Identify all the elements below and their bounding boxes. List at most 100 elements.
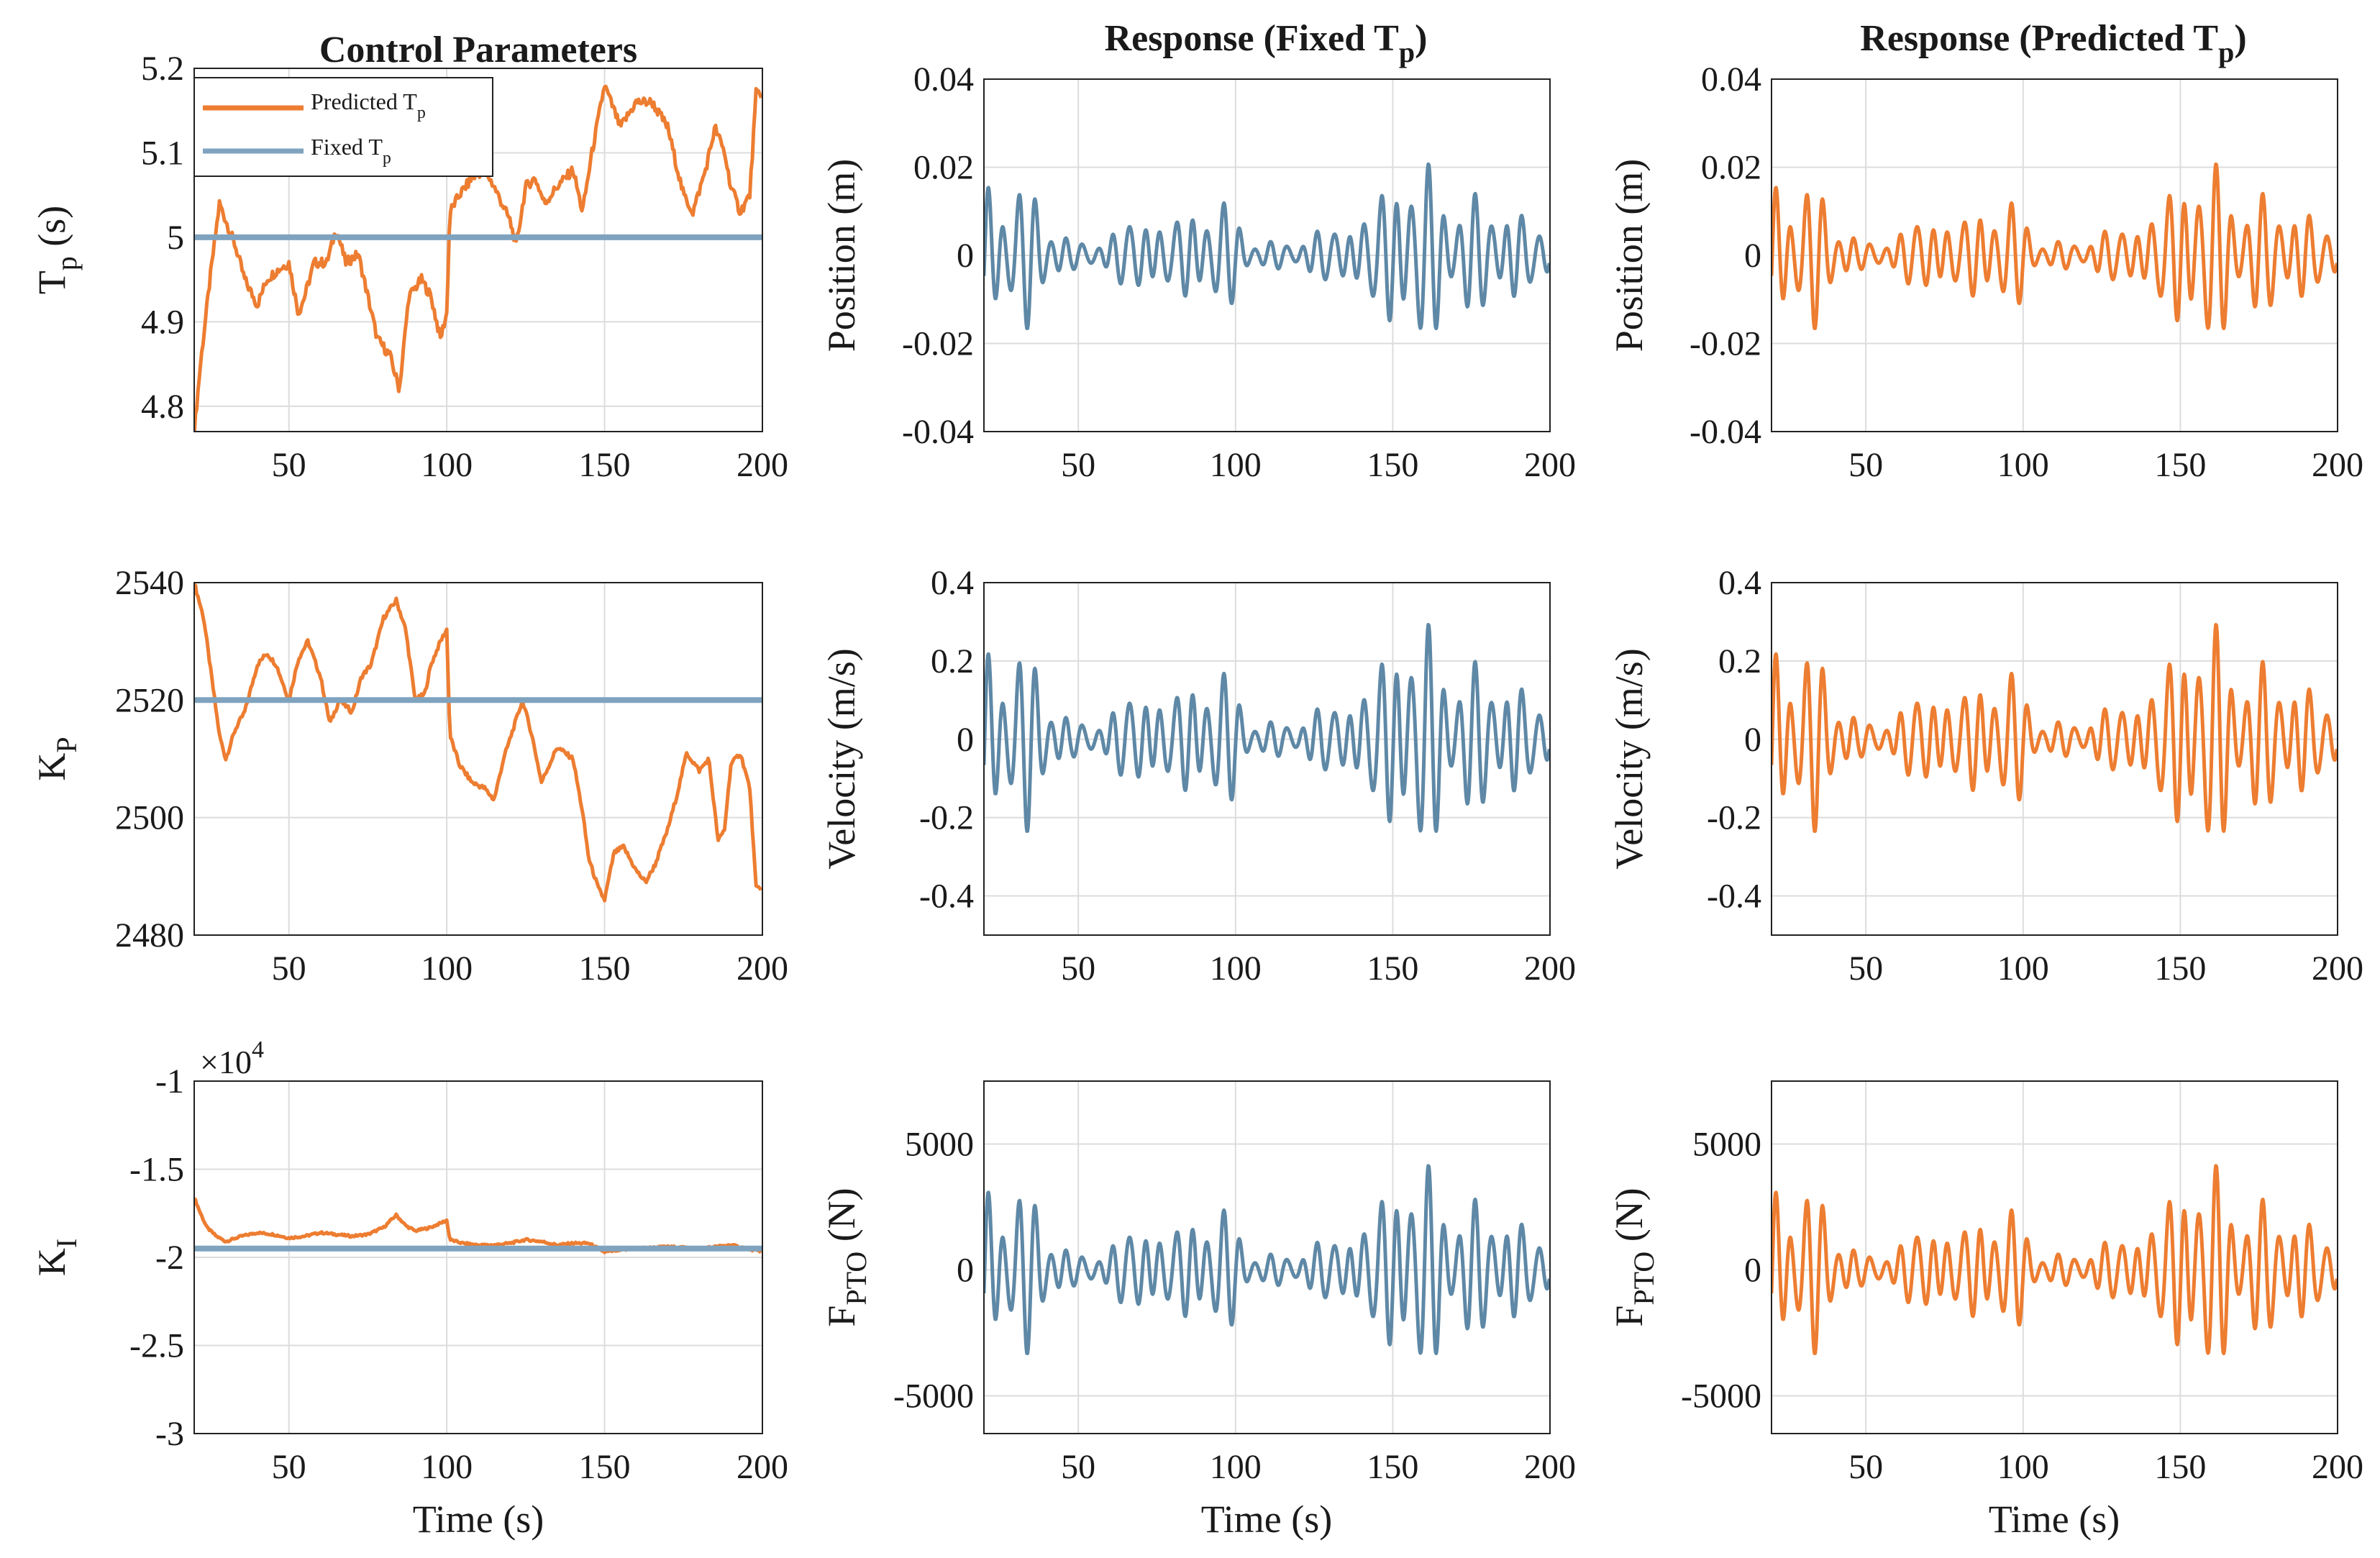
x-tick-label: 100 <box>421 949 473 988</box>
panel-kp: 50 100 150 200 2480 2500 2520 2540 KP <box>30 564 788 988</box>
x-tick-label: 150 <box>1367 949 1418 988</box>
xlabel-col1: Time (s) <box>1201 1498 1333 1541</box>
y-axis-label: FPTO (N) <box>1608 1188 1660 1326</box>
y-tick-label: 0.4 <box>1718 564 1761 602</box>
legend-predicted-sub: p <box>417 104 426 122</box>
y-tick-label: -0.4 <box>919 878 974 916</box>
legend-box <box>193 77 493 177</box>
y-tick-label: 2540 <box>115 564 184 602</box>
y-tick-label: 5 <box>167 219 184 257</box>
xlabel-col2: Time (s) <box>1989 1498 2120 1541</box>
axes-frame <box>193 1080 763 1434</box>
y-label-rest: (s) <box>30 206 73 256</box>
legend-fixed-label: Fixed Tp <box>311 134 391 168</box>
y-tick-label: 0.04 <box>1701 60 1761 99</box>
y-label-sub: P <box>50 737 83 752</box>
y-axis-label: Velocity (m/s) <box>1608 648 1651 869</box>
axes-frame <box>983 582 1551 936</box>
axes-frame <box>1771 582 2338 936</box>
y-label-main: F <box>1608 1306 1651 1327</box>
y-tick-label: -5000 <box>1681 1377 1761 1416</box>
x-tick-label: 200 <box>2312 949 2363 988</box>
title-response-fixed: Response (Fixed Tp) <box>1105 18 1428 68</box>
title-fixed-sub: p <box>1399 36 1415 68</box>
y-tick-label: 4.9 <box>141 303 184 341</box>
x-tick-label: 200 <box>737 1448 788 1486</box>
x-tick-label: 100 <box>421 446 473 484</box>
x-tick-label: 200 <box>2312 446 2363 484</box>
y-tick-label: 0 <box>1744 721 1761 759</box>
x-tick-label: 50 <box>272 949 306 988</box>
y-label-sub: PTO <box>840 1252 872 1306</box>
y-label-main: F <box>820 1306 863 1327</box>
series-line-f_pto <box>1772 1164 2338 1356</box>
y-label-main: Velocity (m/s) <box>1608 648 1651 869</box>
x-tick-label: 100 <box>1997 949 2049 988</box>
y-tick-label: -0.2 <box>1707 799 1761 837</box>
x-tick-label: 100 <box>421 1448 473 1486</box>
x-tick-label: 50 <box>1848 1448 1883 1486</box>
series-line-velocity <box>984 623 1550 833</box>
y-label-main: K <box>30 753 73 781</box>
title-pred-sub: p <box>2218 36 2234 68</box>
title-pred-end: ) <box>2234 18 2246 59</box>
panel-f-fixed: 50 100 150 200 -5000 0 5000 FPTO (N) <box>820 1080 1576 1486</box>
x-tick-label: 150 <box>2154 446 2206 484</box>
title-fixed-end: ) <box>1415 18 1427 59</box>
y-tick-label: 4.8 <box>141 388 184 426</box>
x-tick-label: 150 <box>1367 1448 1418 1486</box>
y-label-sub: p <box>50 256 83 270</box>
title-fixed-main: Response (Fixed T <box>1105 18 1399 59</box>
axes-frame <box>1771 1080 2338 1434</box>
y-tick-label: 0.02 <box>913 149 974 187</box>
x-tick-label: 150 <box>579 949 631 988</box>
x-tick-label: 200 <box>1524 446 1576 484</box>
y-tick-label: 0.04 <box>913 60 974 99</box>
panel-f-pred: 50 100 150 200 -5000 0 5000 FPTO (N) <box>1608 1080 2363 1486</box>
title-response-predicted: Response (Predicted Tp) <box>1860 18 2246 68</box>
y-tick-label: -1 <box>155 1062 184 1101</box>
x-tick-label: 50 <box>1061 1448 1095 1486</box>
y-tick-label: -0.04 <box>1690 413 1761 451</box>
y-tick-label: -3 <box>155 1415 184 1453</box>
y-tick-label: -2 <box>155 1239 184 1277</box>
x-tick-label: 50 <box>1848 949 1883 988</box>
x-tick-label: 150 <box>2154 949 2206 988</box>
x-tick-label: 200 <box>1524 1448 1576 1486</box>
y-axis-label: FPTO (N) <box>820 1188 872 1326</box>
y-tick-label: 5000 <box>1692 1126 1761 1164</box>
y-tick-label: 0 <box>957 237 974 275</box>
y-tick-label: 2520 <box>115 681 184 719</box>
y-tick-label: -2.5 <box>129 1327 184 1365</box>
x-tick-label: 50 <box>272 1448 306 1486</box>
series-line-f_pto <box>984 1164 1550 1356</box>
y-tick-label: 2500 <box>115 799 184 837</box>
y-tick-label: -0.04 <box>902 413 974 451</box>
y-label-main: T <box>30 270 73 294</box>
x-tick-label: 100 <box>1210 446 1262 484</box>
panel-pos-fixed: 50 100 150 200 -0.04 -0.02 0 0.02 0.04 Position (… <box>820 60 1576 484</box>
axes-frame <box>193 582 763 936</box>
y-tick-label: -1.5 <box>129 1151 184 1189</box>
x-tick-label: 150 <box>579 1448 631 1486</box>
x-tick-label: 50 <box>1061 446 1095 484</box>
title-control-parameters: Control Parameters <box>319 29 637 70</box>
ki-multiplier: ×104 <box>200 1037 264 1080</box>
x-tick-label: 100 <box>1210 1448 1262 1486</box>
x-tick-label: 150 <box>579 446 631 484</box>
y-axis-label: Tp (s) <box>30 206 83 294</box>
ki-multiplier-base: ×10 <box>200 1044 252 1080</box>
y-label-sub: PTO <box>1628 1252 1660 1306</box>
x-tick-label: 50 <box>1848 446 1883 484</box>
panel-vel-fixed: 50 100 150 200 -0.4 -0.2 0 0.2 0.4 Velocity (m/s) <box>820 564 1576 988</box>
axes-frame <box>1771 78 2338 432</box>
panel-pos-pred: 50 100 150 200 -0.04 -0.02 0 0.02 0.04 Position (… <box>1608 60 2363 484</box>
y-label-main: Velocity (m/s) <box>820 648 863 869</box>
y-label-main: Position (m) <box>820 159 863 352</box>
series-line-velocity <box>1772 623 2338 833</box>
xlabel-col0: Time (s) <box>413 1498 544 1541</box>
y-label-main: Position (m) <box>1608 159 1651 352</box>
y-tick-label: 0 <box>1744 237 1761 275</box>
x-tick-label: 100 <box>1210 949 1262 988</box>
legend-fixed-main: Fixed T <box>311 134 383 160</box>
